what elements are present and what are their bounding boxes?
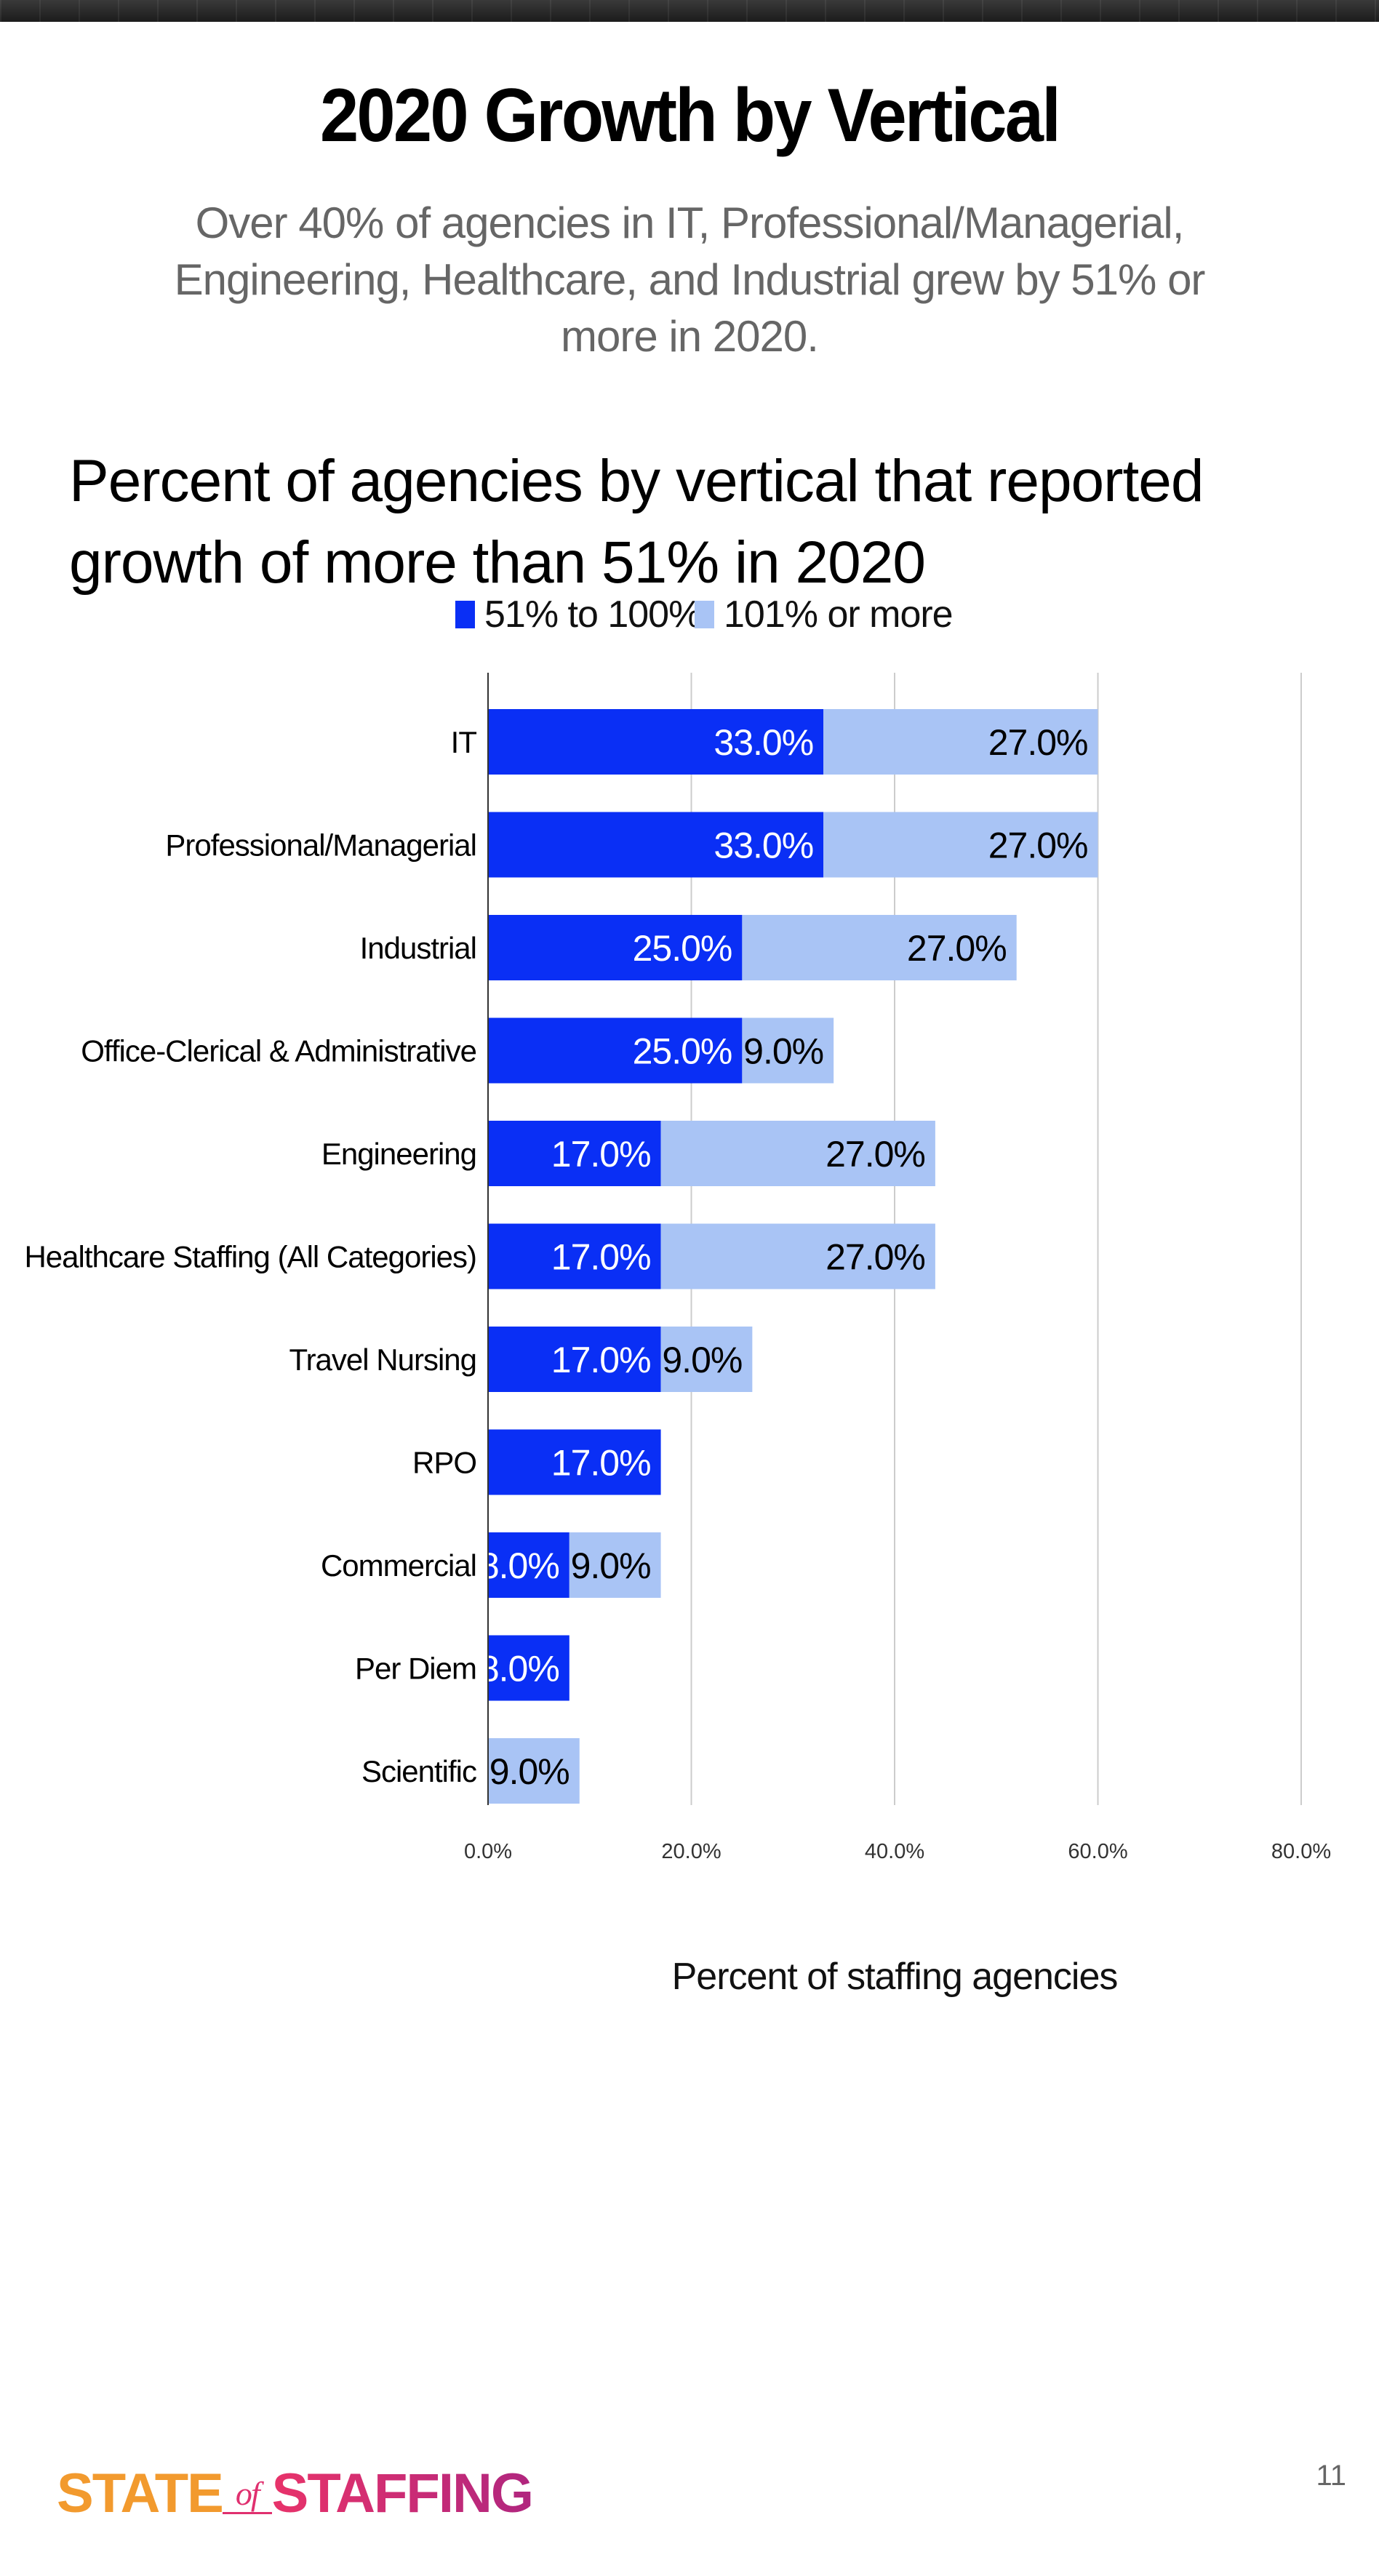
bar-51-to-100 [488,709,824,775]
data-label: 27.0% [907,928,1007,969]
bar-51-to-100 [488,915,743,980]
top-bar [0,0,1379,22]
data-label: 9.0% [743,1031,823,1072]
data-label: 25.0% [633,1031,732,1072]
bar-101-or-more [742,1017,834,1084]
x-tick-label: 40.0% [865,1840,924,1863]
x-axis-title: Percent of staffing agencies [672,1956,1118,1998]
category-label: Travel Nursing [289,1343,476,1377]
bar-51-to-100 [488,1635,569,1701]
data-label: 33.0% [714,722,813,763]
bar-101-or-more [823,812,1098,878]
legend-swatch [455,601,475,628]
category-label: Per Diem [355,1652,476,1686]
x-tick-label: 0.0% [464,1840,512,1863]
bar-51-to-100 [488,1017,743,1084]
x-tick-label: 20.0% [661,1840,721,1863]
legend-label: 51% to 100% [484,593,701,636]
data-label: 9.0% [489,1751,569,1792]
logo-staffing-text: STAFFING [271,2463,534,2524]
data-label: 17.0% [551,1340,651,1380]
bar-51-to-100 [488,1121,661,1186]
data-label: 17.0% [551,1443,651,1484]
bar-51-to-100 [488,1327,661,1392]
category-label: Healthcare Staffing (All Categories) [24,1240,476,1274]
logo-state-text: STATE [57,2463,224,2524]
bar-101-or-more [742,915,1017,980]
category-label: Industrial [360,931,476,965]
bar-101-or-more [660,1121,935,1186]
bar-51-to-100 [488,812,824,878]
bar-51-to-100 [488,1532,569,1598]
category-label: Scientific [361,1754,476,1788]
stacked-bar-chart: 0.0% 20.0% 40.0% 60.0% 80.0% IT 33.0% 27.0% Prof… [24,593,1331,1998]
page-number: 11 [1316,2460,1346,2492]
x-tick-label: 80.0% [1271,1840,1331,1863]
bar-101-or-more [660,1223,935,1289]
data-label: 8.0% [479,1649,559,1689]
page-title: 2020 Growth by Vertical [319,73,1061,158]
legend-label: 101% or more [724,593,953,636]
legend-swatch [695,601,714,628]
category-label: Professional/Managerial [165,828,476,863]
data-label: 9.0% [662,1340,742,1380]
data-label: 8.0% [479,1545,559,1586]
category-label: Commercial [321,1548,476,1583]
data-label: 27.0% [826,1237,925,1278]
data-label: 27.0% [988,825,1088,866]
data-label: 17.0% [551,1134,651,1175]
page-subtitle: Over 40% of agencies in IT, Professional… [174,199,1206,361]
bar-101-or-more [823,709,1098,775]
bar-101-or-more [660,1327,753,1392]
category-label: Office-Clerical & Administrative [81,1034,476,1068]
data-label: 17.0% [551,1237,651,1278]
data-label: 9.0% [571,1545,651,1586]
bar-101-or-more [488,1738,580,1804]
state-of-staffing-logo: STATE of STAFFING [57,2462,534,2527]
data-label: 33.0% [714,825,813,866]
category-label: Engineering [321,1137,476,1171]
category-label: IT [451,725,477,759]
data-label: 27.0% [826,1134,925,1175]
bar-101-or-more [569,1532,661,1598]
category-label: RPO [412,1446,476,1480]
x-tick-label: 60.0% [1068,1840,1127,1863]
data-label: 25.0% [633,928,732,969]
chart-title: Percent of agencies by vertical that rep… [69,448,1204,596]
data-label: 27.0% [988,722,1088,763]
bar-51-to-100 [488,1429,661,1495]
bar-51-to-100 [488,1223,661,1289]
logo-of-text: of [222,2475,272,2514]
